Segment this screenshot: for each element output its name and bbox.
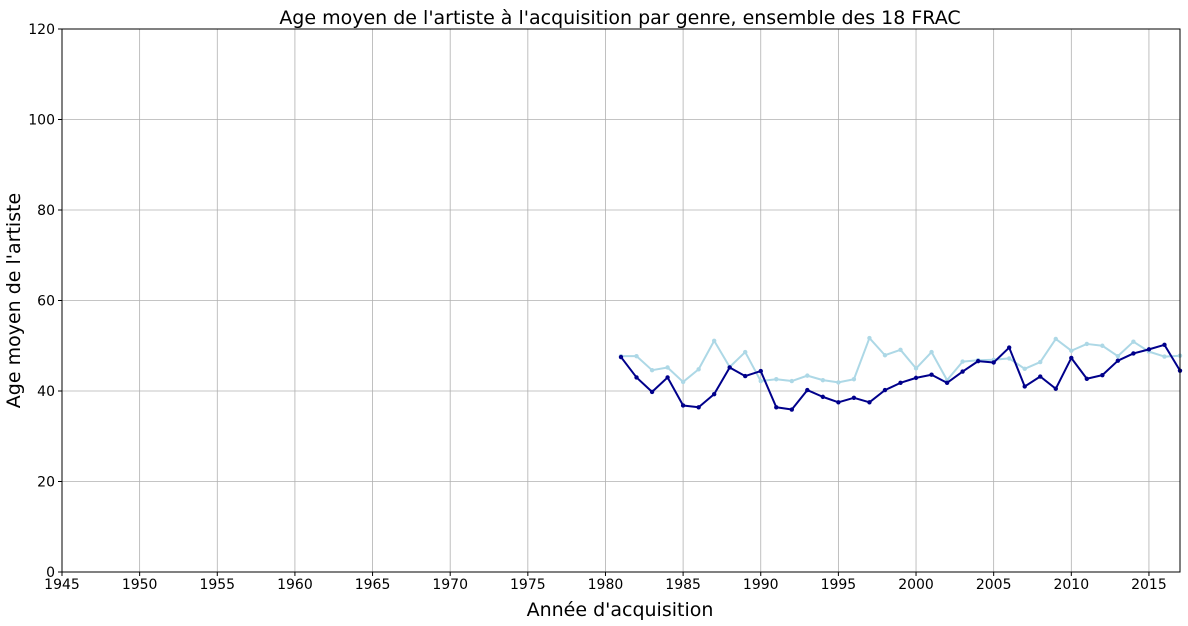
series-1-point <box>758 368 763 374</box>
series-2-point <box>1115 353 1121 359</box>
series-2-point <box>774 377 779 382</box>
series-2-point <box>1053 336 1058 342</box>
x-tick-label: 1955 <box>199 577 235 593</box>
series-1-point <box>898 380 903 386</box>
series-1-point <box>882 387 888 393</box>
series-1-point <box>805 387 810 393</box>
series-2-point <box>882 353 888 358</box>
series-1-point <box>1022 384 1027 389</box>
series-1-point <box>680 403 686 408</box>
series-2-point <box>711 338 717 343</box>
series-1-point <box>696 405 701 410</box>
y-tick-label: 40 <box>37 384 55 400</box>
series-2-point <box>1131 339 1136 344</box>
x-tick-label: 1945 <box>44 577 80 593</box>
series-2-point <box>743 349 748 355</box>
series-1-point <box>867 400 872 405</box>
chart-title: Age moyen de l'artiste à l'acquisition p… <box>279 7 960 29</box>
series-1-point <box>820 394 826 400</box>
series-2-point <box>696 367 701 372</box>
x-tick-label: 1990 <box>743 577 779 593</box>
y-tick-label: 20 <box>37 475 55 491</box>
series-1-point <box>1084 376 1090 381</box>
series-2-point <box>665 365 670 370</box>
series-2-point <box>1038 359 1043 365</box>
x-tick-label: 2000 <box>898 577 934 593</box>
series-1-point <box>929 372 934 377</box>
x-tick-label: 1995 <box>821 577 857 593</box>
series-1-point <box>851 395 857 400</box>
series-1-point <box>789 407 795 412</box>
x-tick-label: 1950 <box>122 577 158 593</box>
series-1-point <box>913 375 919 381</box>
series-2-point <box>1069 348 1074 353</box>
series-1-point <box>944 380 950 386</box>
grid-lines <box>61 28 1180 573</box>
series-2-point <box>913 366 919 371</box>
series-2-point <box>898 347 903 353</box>
series-1-line <box>620 343 1181 411</box>
series-1-point <box>836 400 841 405</box>
x-tick-label: 2005 <box>976 577 1012 593</box>
series-2-point <box>851 377 857 382</box>
y-tick-label: 80 <box>37 203 55 219</box>
tick-marks: 1945 1950 1955 1960 1965 1970 1975 1980 1985 1990… <box>28 22 1166 593</box>
series-2-point <box>867 335 872 341</box>
y-tick-label: 100 <box>28 113 55 129</box>
series-2-point <box>649 367 655 373</box>
series-2-point <box>836 380 841 385</box>
series-1-point <box>1100 372 1105 378</box>
series-1-point <box>1146 347 1152 352</box>
series-1-point <box>1053 386 1058 391</box>
series-2-point <box>1084 341 1090 347</box>
series-1-point <box>634 375 639 380</box>
series-2-point <box>1006 356 1012 361</box>
series-group <box>618 335 1183 412</box>
x-tick-label: 2015 <box>1131 577 1167 593</box>
series-1-point <box>1115 358 1121 363</box>
series-1-point <box>960 369 965 374</box>
y-tick-label: 0 <box>46 565 55 581</box>
series-2-point <box>805 373 810 378</box>
series-1-point <box>711 391 717 397</box>
series-2-point <box>820 377 826 383</box>
series-1-point <box>665 375 670 380</box>
series-1-point <box>727 365 732 370</box>
x-tick-label: 1960 <box>277 577 313 593</box>
x-tick-label: 1975 <box>510 577 546 593</box>
x-axis-label: Année d'acquisition <box>527 599 714 621</box>
series-1-point <box>1131 351 1136 356</box>
series-2-point <box>634 353 639 359</box>
series-1-point <box>743 373 748 379</box>
series-2-point <box>1100 343 1105 348</box>
series-2-point <box>789 378 795 384</box>
x-tick-label: 1980 <box>588 577 624 593</box>
series-2-point <box>1162 354 1167 359</box>
x-tick-label: 1965 <box>355 577 391 593</box>
series-1-point <box>975 358 981 364</box>
series-2-point <box>758 378 763 384</box>
y-tick-label: 60 <box>37 294 55 310</box>
series-1-point <box>1162 342 1167 348</box>
series-1-point <box>991 360 996 365</box>
series-2-point <box>680 379 686 385</box>
series-1-point <box>1006 345 1012 350</box>
series-1-point <box>1069 355 1074 361</box>
x-tick-label: 1970 <box>432 577 468 593</box>
series-2-point <box>1022 366 1027 372</box>
y-tick-label: 120 <box>28 22 55 38</box>
y-axis-label: Age moyen de l'artiste <box>3 193 25 408</box>
series-2-point <box>960 359 965 364</box>
series-1-point <box>1038 374 1043 379</box>
series-1-point <box>618 354 624 360</box>
series-2-point <box>929 349 934 355</box>
x-tick-label: 2010 <box>1053 577 1089 593</box>
series-1-point <box>774 405 779 410</box>
x-tick-label: 1985 <box>665 577 701 593</box>
series-1-point <box>649 389 655 395</box>
